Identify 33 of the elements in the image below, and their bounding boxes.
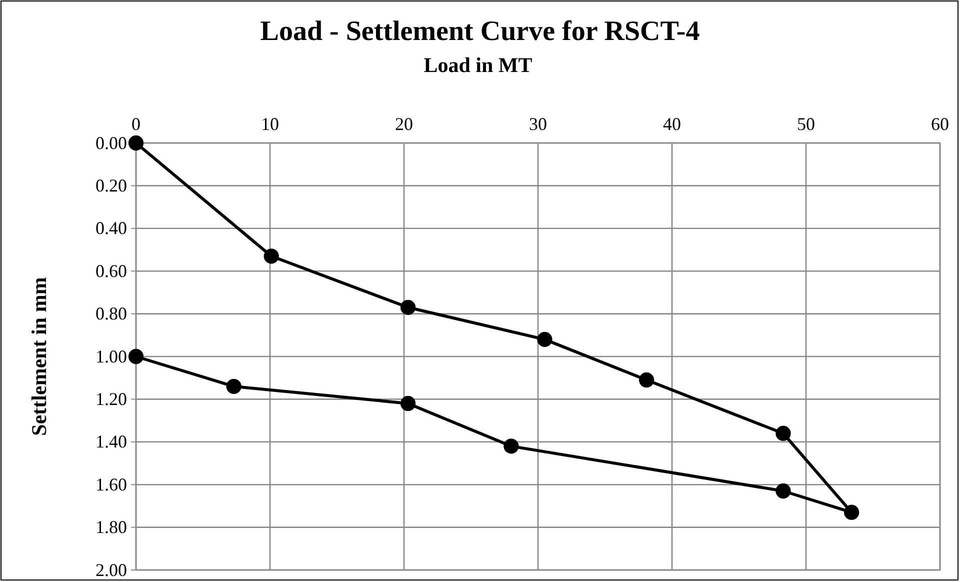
x-tick-label: 20 <box>395 114 413 134</box>
x-axis-title: Load in MT <box>424 53 532 77</box>
point <box>776 426 791 441</box>
x-tick-label: 50 <box>797 114 815 134</box>
y-tick-label: 1.60 <box>96 474 127 494</box>
y-tick-label: 0.80 <box>96 304 127 324</box>
y-tick-label: 0.20 <box>96 175 127 196</box>
point <box>400 396 416 412</box>
y-tick-label: 0.60 <box>96 260 127 281</box>
y-tick-label: 1.20 <box>96 388 127 409</box>
point <box>128 135 144 151</box>
point <box>537 332 552 347</box>
point <box>844 504 860 520</box>
point <box>128 348 144 364</box>
y-tick-label: 2.00 <box>96 560 127 580</box>
x-tick-label: 40 <box>663 114 681 134</box>
y-tick-label: 1.40 <box>96 432 127 452</box>
y-tick-label: 0.00 <box>96 132 127 153</box>
y-tick-label: 1.00 <box>96 346 127 366</box>
point <box>504 438 519 454</box>
point <box>226 378 242 394</box>
y-tick-label: 0.40 <box>96 218 127 238</box>
y-axis-title: Settlement in mm <box>27 276 51 436</box>
x-tick-label: 60 <box>931 114 949 134</box>
point <box>400 300 416 315</box>
point <box>776 483 791 499</box>
point <box>264 248 279 264</box>
x-tick-label: 10 <box>261 114 279 134</box>
x-tick-label: 30 <box>529 114 547 134</box>
point <box>638 372 654 388</box>
x-tick-label: 0 <box>132 114 140 134</box>
chart-title: Load - Settlement Curve for RSCT-4 <box>260 16 700 47</box>
y-tick-label: 1.80 <box>96 517 127 538</box>
